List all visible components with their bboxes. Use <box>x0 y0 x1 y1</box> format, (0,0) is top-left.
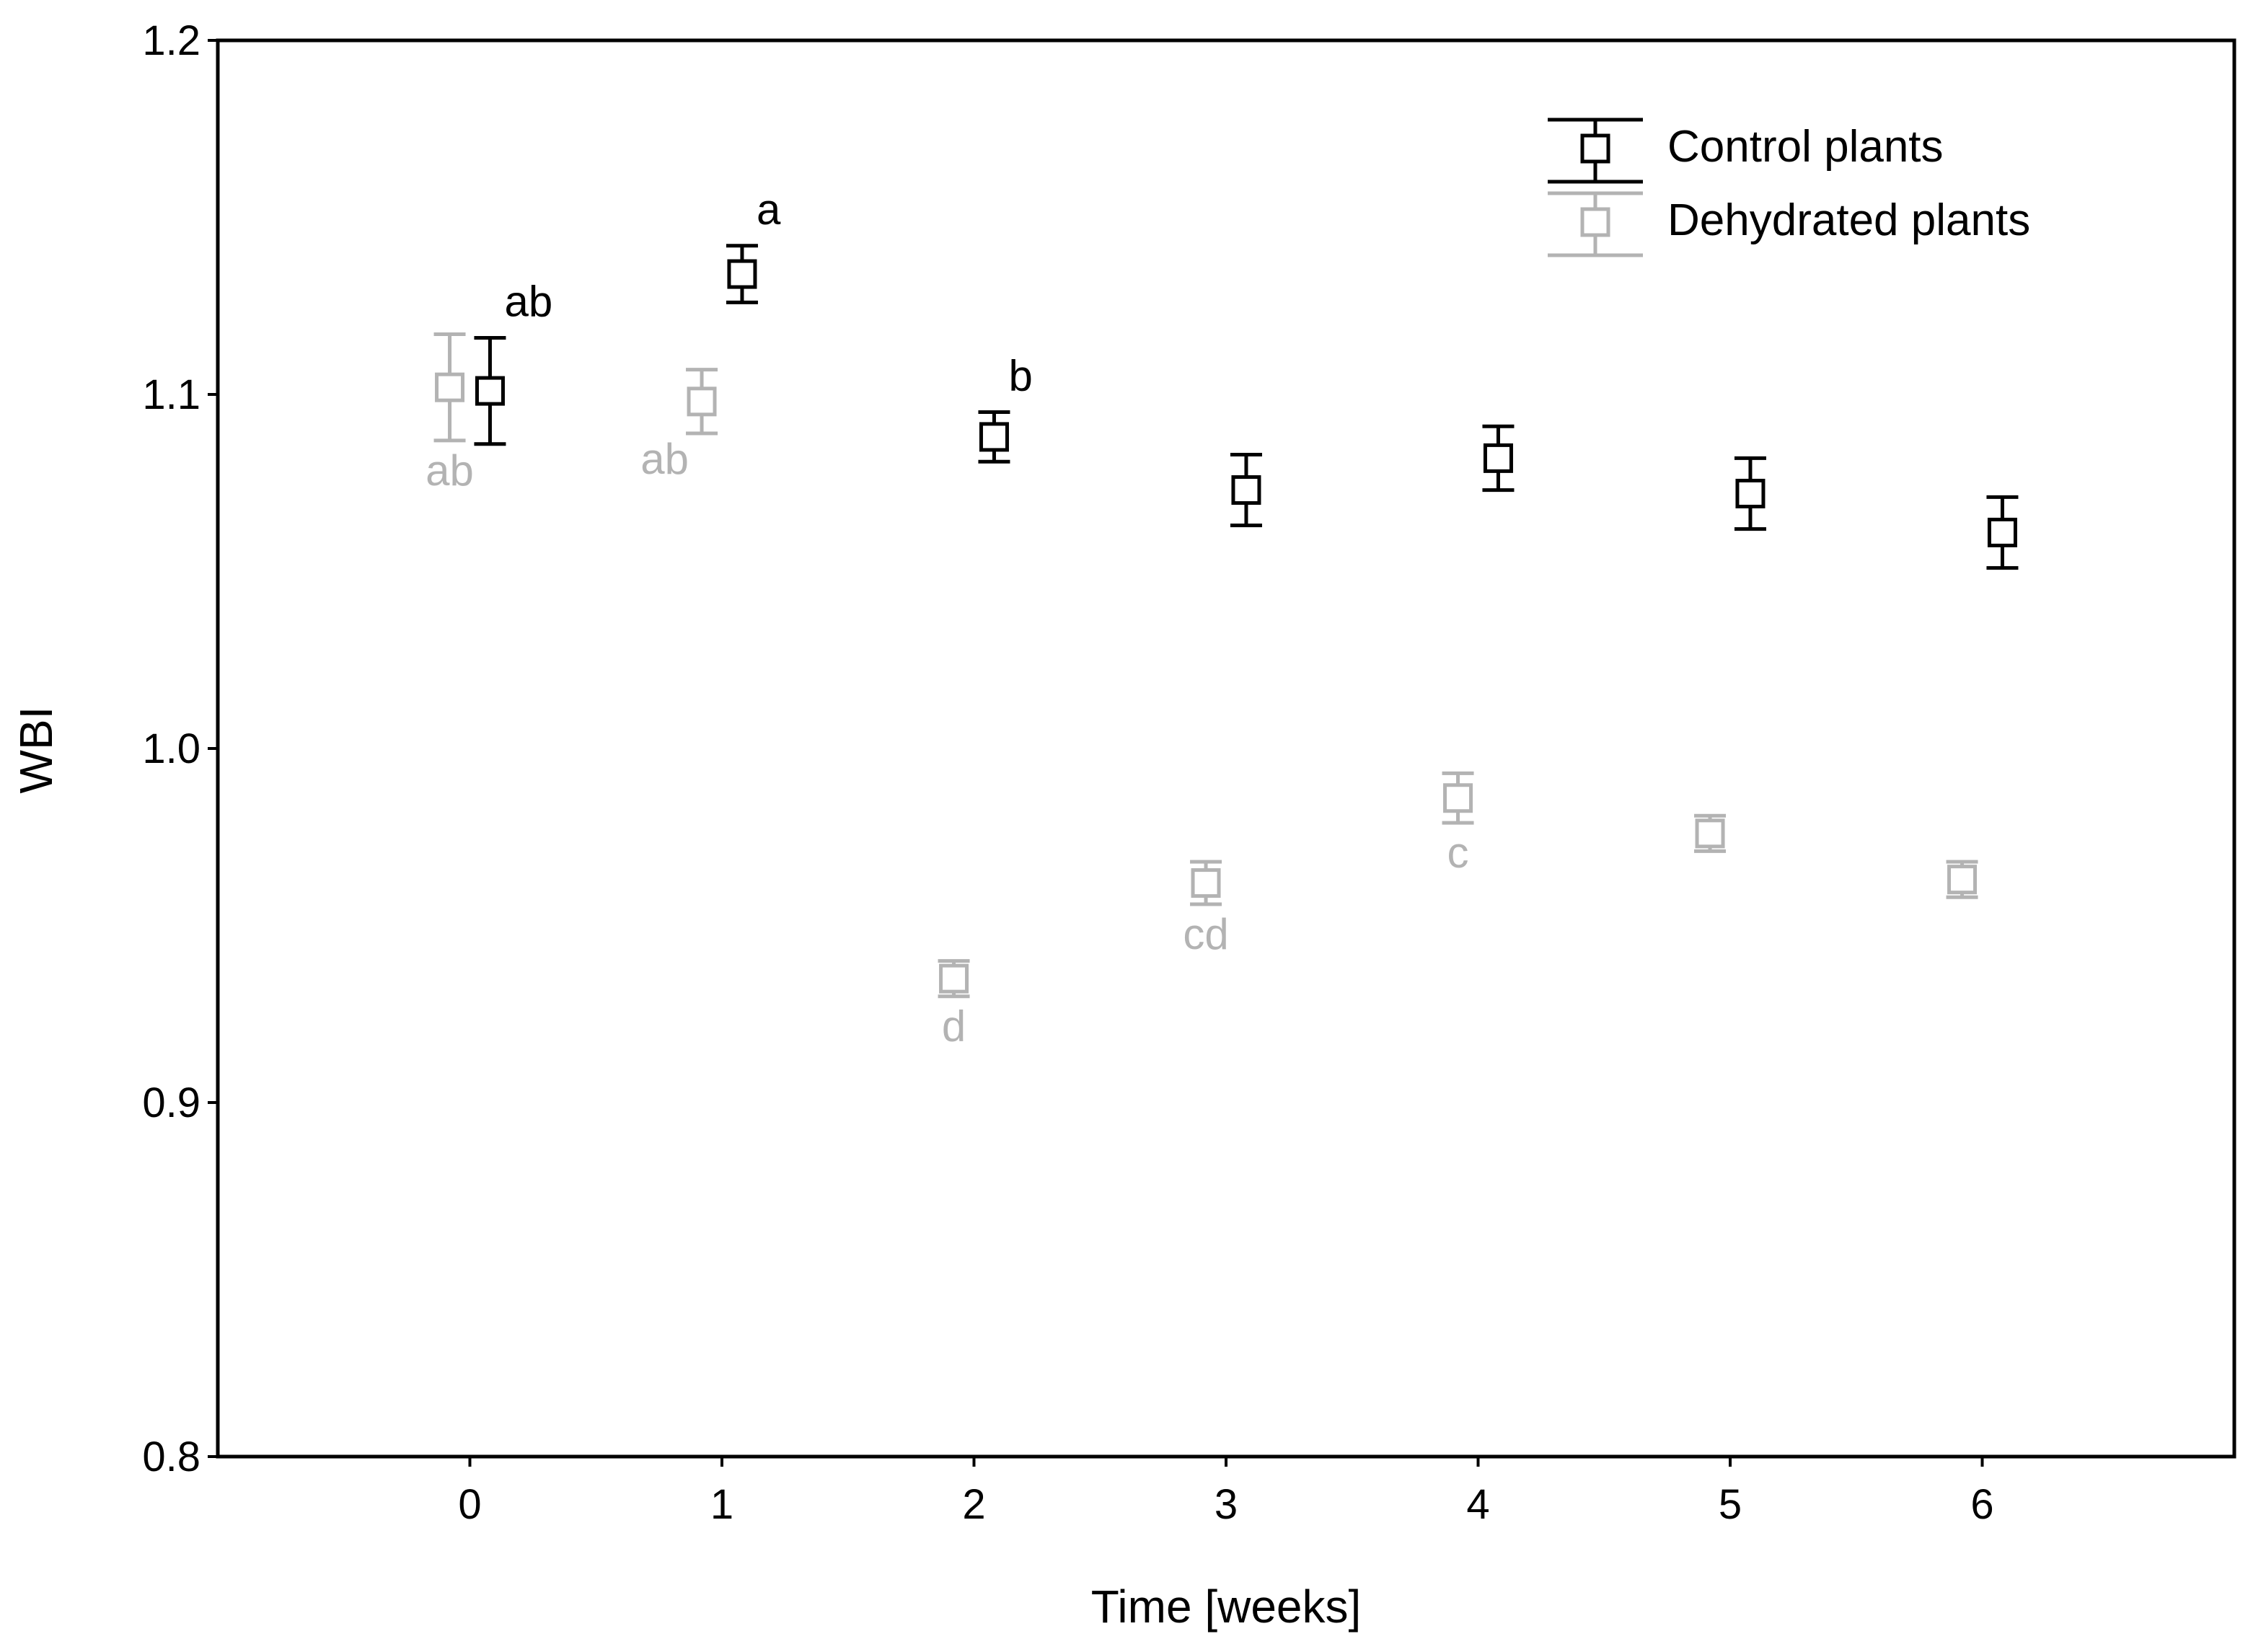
significance-letter: ab <box>504 277 552 325</box>
square-marker <box>979 422 1009 452</box>
legend-item: Dehydrated plants <box>1548 191 2030 257</box>
y-axis: 0.8 0.9 1.0 1.1 1.2 <box>142 17 218 1480</box>
square-marker <box>1695 818 1725 849</box>
square-marker <box>435 372 465 402</box>
x-tick-label: 6 <box>1970 1481 1993 1528</box>
y-tick-label: 1.0 <box>142 725 200 772</box>
data-point: c <box>1442 771 1474 877</box>
y-tick-label: 0.9 <box>142 1079 200 1126</box>
square-marker <box>1947 865 1978 895</box>
square-marker <box>687 387 717 417</box>
square-marker <box>1191 868 1221 898</box>
series-dehydrated: ab ab d cd c <box>426 332 1978 1051</box>
legend-label: Control plants <box>1667 122 1944 172</box>
y-tick-label: 1.1 <box>142 371 200 418</box>
legend-item: Control plants <box>1548 118 1944 184</box>
significance-letter: b <box>1008 352 1032 400</box>
legend-square-marker <box>1580 133 1610 164</box>
square-marker <box>1443 783 1473 813</box>
y-tick-label: 0.8 <box>142 1434 200 1480</box>
square-marker <box>475 376 505 406</box>
square-marker <box>1735 478 1766 508</box>
legend: Control plants Dehydrated plants <box>1548 118 2030 257</box>
significance-letter: cd <box>1183 910 1228 958</box>
data-point <box>1230 452 1262 528</box>
data-point: ab <box>474 277 552 446</box>
data-point <box>1694 813 1727 853</box>
square-marker <box>1231 475 1261 505</box>
x-tick-label: 3 <box>1215 1481 1238 1528</box>
significance-letter: ab <box>426 446 474 495</box>
square-marker <box>1483 443 1513 473</box>
square-marker <box>727 259 757 289</box>
significance-letter: a <box>757 185 781 234</box>
significance-letter: d <box>942 1002 966 1051</box>
data-point <box>1482 424 1515 492</box>
data-point: ab <box>426 332 474 495</box>
x-axis-label: Time [weeks] <box>1091 1581 1362 1633</box>
data-point: ab <box>640 368 718 483</box>
x-tick-label: 5 <box>1719 1481 1742 1528</box>
square-marker <box>1987 517 2017 547</box>
x-tick-label: 1 <box>710 1481 733 1528</box>
square-marker <box>939 963 969 994</box>
data-point: d <box>938 959 970 1051</box>
x-tick-label: 0 <box>458 1481 481 1528</box>
y-axis-label: WBI <box>10 707 62 794</box>
x-tick-label: 4 <box>1466 1481 1489 1528</box>
data-point: cd <box>1183 860 1229 958</box>
plot-frame <box>216 38 2236 1459</box>
data-point: a <box>726 185 781 304</box>
significance-letter: ab <box>640 435 689 483</box>
x-axis: 0 1 2 3 4 5 6 <box>458 1457 1994 1528</box>
data-point <box>1946 860 1978 899</box>
data-point <box>1986 495 2019 570</box>
data-point <box>1734 456 1766 531</box>
data-point: b <box>978 352 1033 464</box>
legend-label: Dehydrated plants <box>1667 195 2030 245</box>
x-tick-label: 2 <box>962 1481 985 1528</box>
legend-square-marker <box>1580 207 1610 237</box>
y-tick-label: 1.2 <box>142 17 200 64</box>
significance-letter: c <box>1447 829 1469 877</box>
